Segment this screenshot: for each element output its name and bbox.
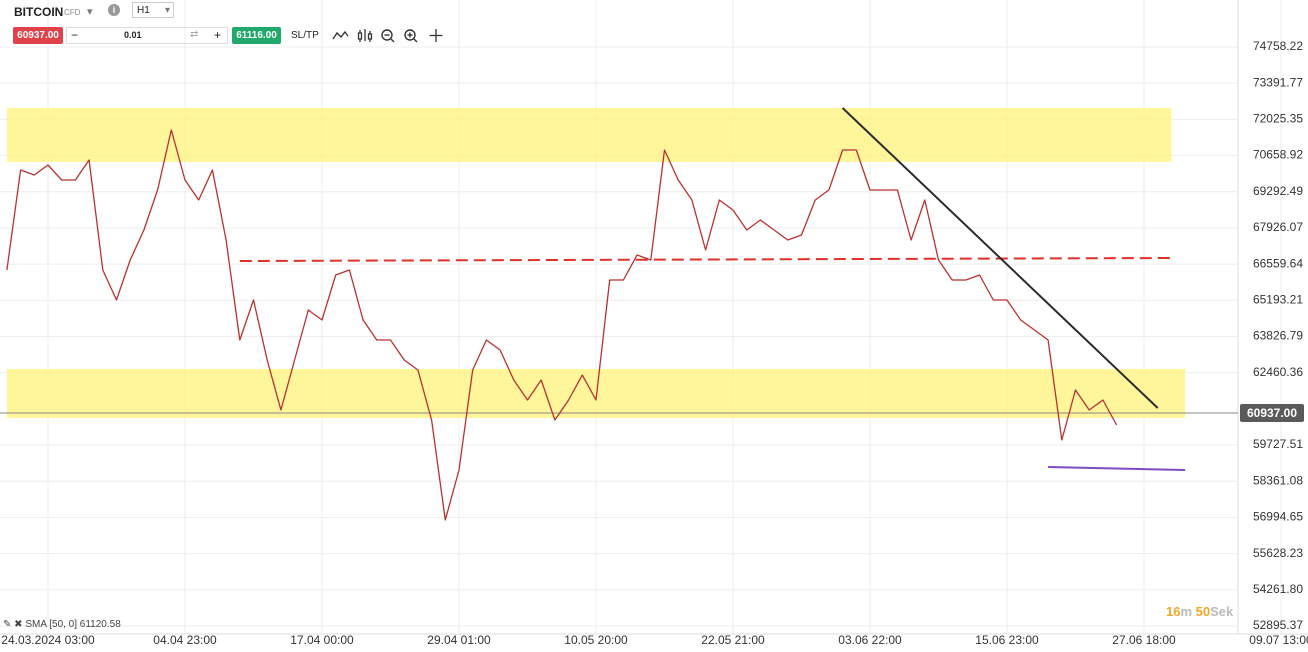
y-tick-label: 59727.51 (1253, 437, 1303, 451)
x-tick-label: 29.04 01:00 (427, 633, 491, 647)
x-tick-label: 22.05 21:00 (701, 633, 765, 647)
y-tick-label: 54261.80 (1253, 582, 1303, 596)
price-tag: 60937.00 (1240, 404, 1304, 423)
y-tick-label: 73391.77 (1253, 75, 1303, 89)
zone (6, 108, 1172, 163)
countdown-seconds-unit: Sek (1210, 604, 1234, 619)
y-tick-label: 70658.92 (1253, 148, 1303, 162)
x-tick-label: 04.04 23:00 (153, 633, 217, 647)
y-tick-label: 65193.21 (1253, 292, 1303, 306)
tool-icons (332, 29, 443, 43)
timeframe: H1 (137, 5, 150, 16)
volume[interactable]: 0.01 (124, 30, 142, 40)
symbol[interactable]: BITCOIN (14, 5, 64, 19)
y-tick-label: 72025.35 (1253, 112, 1303, 126)
zoom-in[interactable] (404, 29, 418, 43)
sltp-button[interactable]: SL/TP (291, 30, 319, 41)
symbol-kind: CFD (64, 8, 81, 17)
timeframe-select[interactable]: H1 ▾ (132, 2, 174, 18)
zoom-out[interactable] (381, 29, 395, 43)
y-tick-label: 58361.08 (1253, 473, 1303, 487)
y-tick-label: 62460.36 (1253, 365, 1303, 379)
y-tick-label: 56994.65 (1253, 510, 1303, 524)
zone (6, 369, 1186, 419)
volume-box (66, 27, 228, 44)
y-tick-label: 52895.37 (1253, 618, 1303, 632)
sell-button[interactable]: 60937.00 (13, 27, 63, 44)
y-tick-label: 63826.79 (1253, 329, 1303, 343)
x-tick-label: 17.04 00:00 (290, 633, 354, 647)
line-tool[interactable] (332, 30, 349, 40)
drawn-line (841, 107, 1159, 409)
y-tick-label: 74758.22 (1253, 39, 1303, 53)
dropdown-arrow[interactable]: ▾ (87, 6, 93, 18)
x-tick-label: 24.03.2024 03:00 (1, 633, 95, 647)
indicator: SMA [50, 0] 61120.58 (25, 619, 121, 630)
candle-tool[interactable] (357, 29, 373, 42)
move-tool[interactable] (429, 29, 443, 42)
price-tag-label: 60937.00 (1247, 406, 1297, 420)
x-tick-label: 10.05 20:00 (564, 633, 628, 647)
drawn-line (239, 257, 1172, 262)
x-tick-label: 03.06 22:00 (838, 633, 902, 647)
drawn-line (1048, 466, 1186, 472)
y-tick-label: 66559.64 (1253, 256, 1303, 270)
minus-button[interactable]: − (71, 28, 79, 42)
buy-button[interactable]: 61116.00 (232, 27, 281, 44)
indicator-label: ✎ ✖ SMA [50, 0] 61120.58 (3, 619, 121, 630)
y-tick-label: 55628.23 (1253, 546, 1303, 560)
countdown-minutes-unit: m (1180, 604, 1193, 619)
y-tick-label: 67926.07 (1253, 220, 1303, 234)
x-tick-label: 09.07 13:00 (1249, 633, 1308, 647)
countdown: 16m 50Sek (1166, 604, 1233, 619)
swap-icon[interactable]: ⇄ (190, 29, 199, 40)
y-tick-label: 69292.49 (1253, 184, 1303, 198)
x-tick-label: 15.06 23:00 (975, 633, 1039, 647)
countdown-minutes: 16 (1166, 604, 1181, 619)
x-tick-label: 27.06 18:00 (1112, 633, 1176, 647)
price-tag-box (1240, 404, 1304, 423)
plus-button[interactable]: + (214, 28, 222, 42)
countdown-seconds: 50 (1195, 604, 1211, 619)
info-icon[interactable]: i (108, 4, 120, 16)
price-line (6, 129, 1118, 521)
